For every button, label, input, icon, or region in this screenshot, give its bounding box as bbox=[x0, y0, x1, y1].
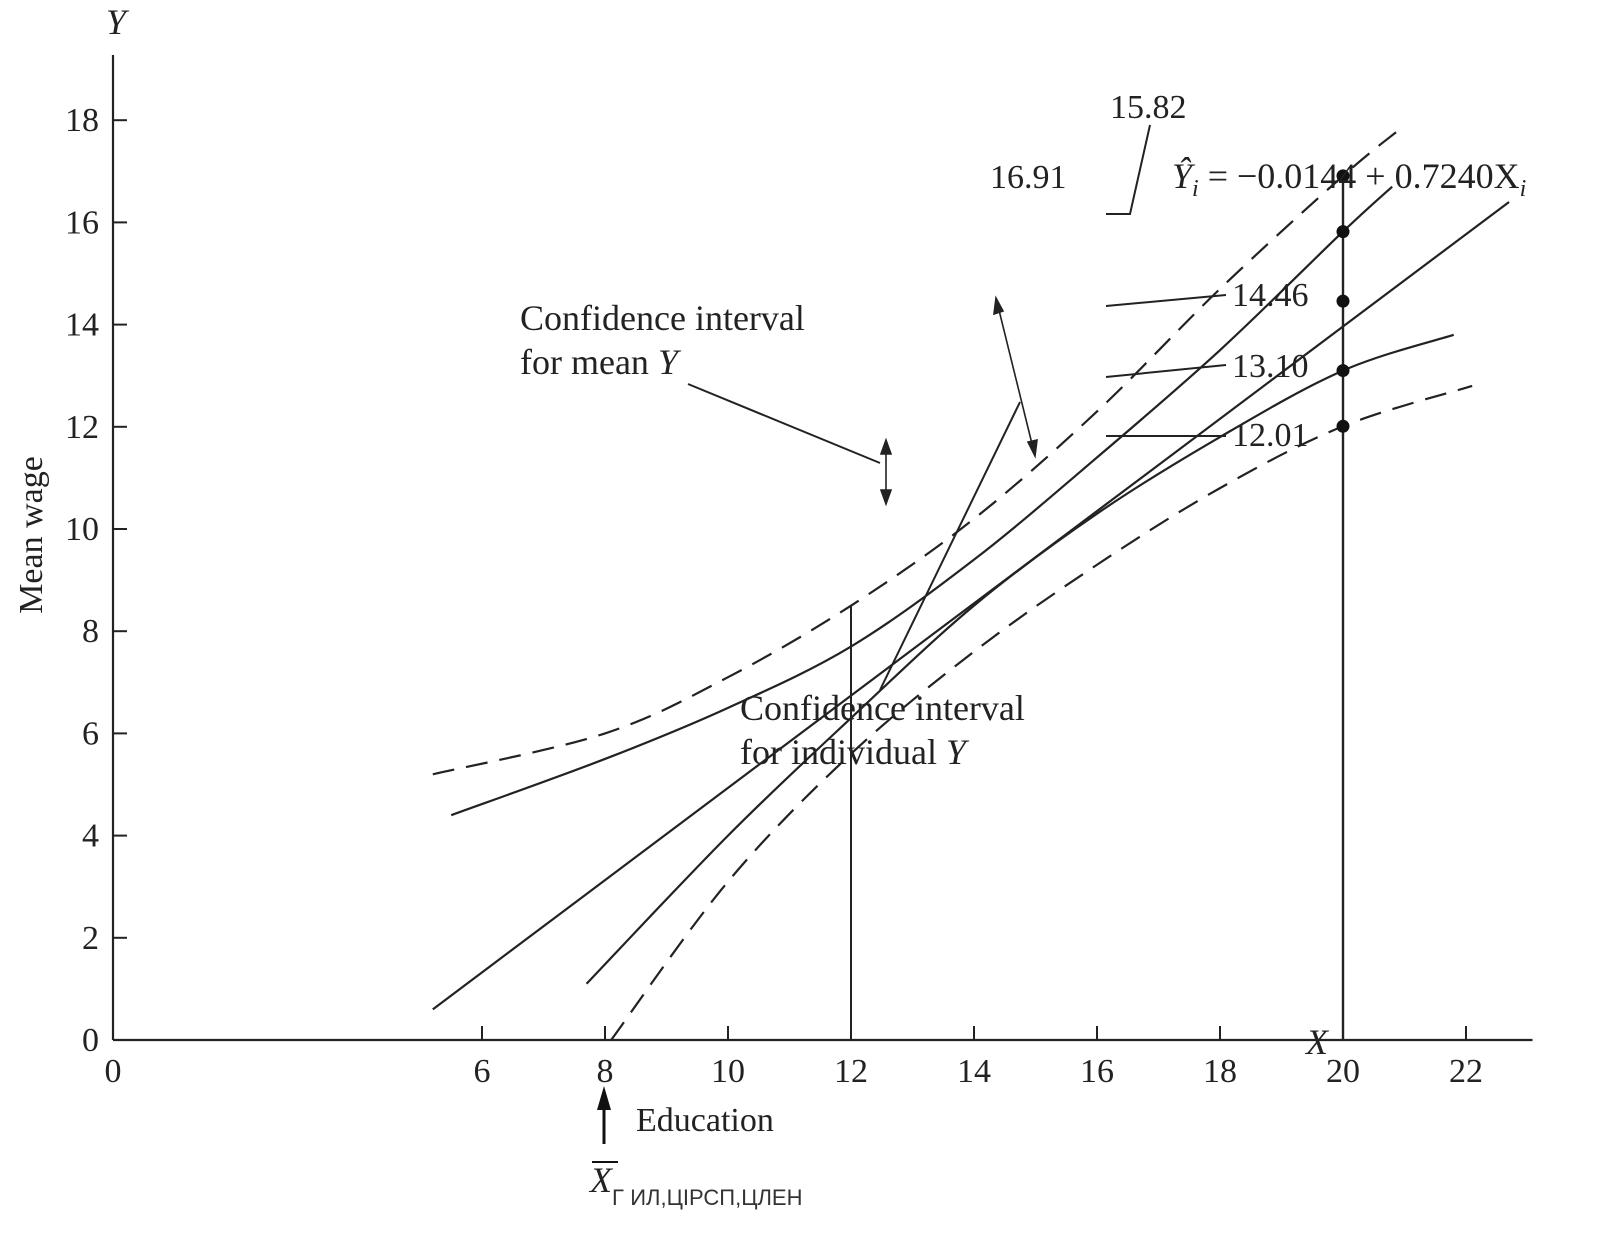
indiv-ci-double-arrow bbox=[996, 301, 1035, 453]
label-14-46: 14.46 bbox=[1232, 277, 1309, 314]
x-tick-label: 10 bbox=[711, 1053, 745, 1090]
y-tick-label: 0 bbox=[82, 1022, 99, 1059]
data-point bbox=[1336, 169, 1350, 183]
eq-yhat-sub: i bbox=[1192, 176, 1199, 202]
x-tick-label: 18 bbox=[1203, 1053, 1237, 1090]
axis-ticks: 0 6 8 10 12 14 16 18 20 22 0 2 4 6 8 10 12 14 16 18 bbox=[65, 102, 1483, 1090]
arrow-head-icon bbox=[993, 295, 1005, 316]
x-tick-label: 12 bbox=[834, 1053, 868, 1090]
x-tick-label: 14 bbox=[957, 1053, 991, 1090]
indiv-ci-label-line1: Confidence interval bbox=[740, 688, 1025, 728]
y-tick-label: 16 bbox=[65, 204, 99, 241]
eq-xi-sub: i bbox=[1520, 176, 1527, 202]
x-tick-label: 20 bbox=[1326, 1053, 1360, 1090]
indiv-ci-pointer bbox=[879, 401, 1021, 691]
x-axis-title: Education bbox=[636, 1102, 774, 1139]
leader-13-10 bbox=[1105, 364, 1227, 378]
data-point bbox=[1336, 419, 1350, 433]
eq-body: = −0.0144 + 0.7240X bbox=[1199, 156, 1520, 196]
data-points bbox=[1336, 169, 1350, 433]
axes bbox=[111, 55, 1533, 1042]
x-bar-marker: X bbox=[588, 1086, 618, 1200]
up-arrow-icon bbox=[597, 1086, 611, 1110]
leader-lines bbox=[1105, 124, 1227, 437]
eq-yhat: Ŷ bbox=[1172, 156, 1196, 196]
indiv-ci-label-line2: for individual Y bbox=[740, 732, 970, 772]
mean-ci-upper-curve bbox=[450, 185, 1393, 817]
y-axis-title: Mean wage bbox=[13, 456, 50, 614]
y-tick-label: 6 bbox=[82, 715, 99, 752]
individual-ci-lower-curve bbox=[610, 384, 1473, 1041]
guide-lines bbox=[850, 175, 1345, 1040]
y-tick-label: 4 bbox=[82, 818, 99, 855]
x-tick-label: 22 bbox=[1449, 1053, 1483, 1090]
mean-ci-label-line2: for mean Y bbox=[520, 342, 682, 382]
leader-14-46 bbox=[1105, 294, 1227, 307]
data-point bbox=[1336, 225, 1350, 239]
x-tick-label: 16 bbox=[1080, 1053, 1114, 1090]
data-point bbox=[1336, 364, 1350, 378]
y-axis-letter: Y bbox=[106, 2, 130, 42]
indiv-ci-label-prefix: for individual bbox=[740, 732, 946, 772]
leader-15-82 bbox=[1106, 124, 1151, 215]
mean-ci-label-var: Y bbox=[658, 342, 682, 382]
mean-ci-label-line1: Confidence interval bbox=[520, 298, 805, 338]
indiv-ci-label-var: Y bbox=[946, 732, 970, 772]
footer-fragment: Γ ИЛ,ЦІРСП,ЦЛЕН bbox=[612, 1185, 803, 1210]
mean-ci-label-prefix: for mean bbox=[520, 342, 658, 382]
y-tick-label: 12 bbox=[65, 409, 99, 446]
label-13-10: 13.10 bbox=[1232, 348, 1309, 385]
y-tick-label: 8 bbox=[82, 613, 99, 650]
y-tick-label: 2 bbox=[82, 920, 99, 957]
regression-line bbox=[432, 201, 1510, 1011]
arrow-head-icon bbox=[879, 489, 893, 507]
arrow-head-icon bbox=[879, 437, 893, 455]
x-tick-label: 0 bbox=[105, 1053, 122, 1090]
mean-ci-lower-curve bbox=[585, 333, 1455, 985]
label-16-91: 16.91 bbox=[990, 159, 1067, 196]
x-tick-label: 8 bbox=[597, 1053, 614, 1090]
y-tick-label: 10 bbox=[65, 511, 99, 548]
label-15-82: 15.82 bbox=[1110, 89, 1187, 126]
mean-ci-pointer bbox=[687, 383, 881, 464]
y-tick-label: 14 bbox=[65, 307, 99, 344]
data-point bbox=[1336, 294, 1350, 308]
x-bar-label: X bbox=[588, 1160, 614, 1200]
double-arrows bbox=[879, 295, 1038, 507]
regression-equation: Ŷi = −0.0144 + 0.7240Xi bbox=[1172, 156, 1526, 202]
ci-curves bbox=[432, 129, 1510, 1041]
arrow-head-icon bbox=[1026, 438, 1038, 459]
label-12-01: 12.01 bbox=[1232, 417, 1309, 454]
individual-ci-upper-curve bbox=[432, 129, 1400, 776]
x-axis-letter: X bbox=[1304, 1022, 1330, 1062]
y-tick-label: 18 bbox=[65, 102, 99, 139]
x-tick-label: 6 bbox=[474, 1053, 491, 1090]
